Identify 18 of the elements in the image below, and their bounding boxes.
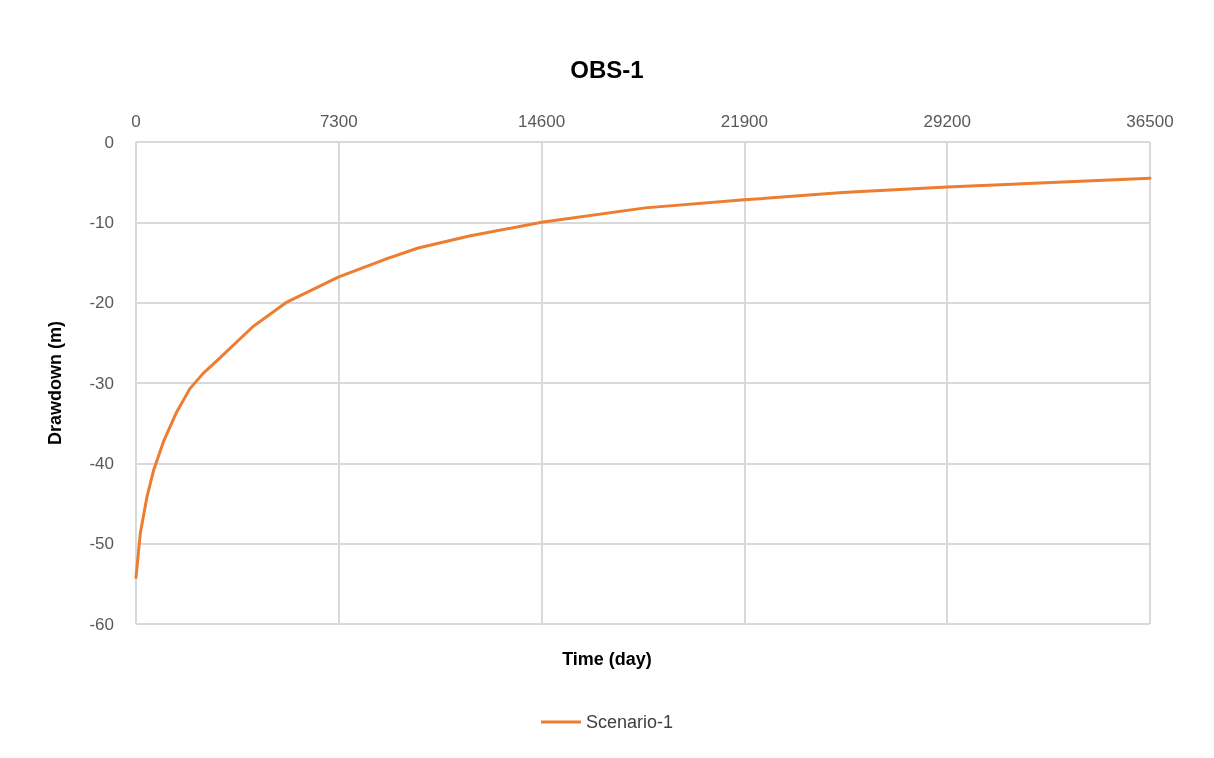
x-tick-label: 21900 xyxy=(720,112,769,131)
x-axis-title: Time (day) xyxy=(562,649,652,669)
y-tick-label: -40 xyxy=(89,453,114,473)
line-series xyxy=(134,176,1152,579)
y-tick-label: -50 xyxy=(89,534,114,554)
y-tick-label: -60 xyxy=(89,614,114,634)
x-tick-label: 36500 xyxy=(1126,112,1174,131)
y-tick-label: -20 xyxy=(89,293,114,313)
y-tick-label: 0 xyxy=(104,132,114,152)
legend-label: Scenario-1 xyxy=(585,712,674,732)
x-tick-label: 0 xyxy=(131,112,141,131)
y-axis-title: Drawdown (m) xyxy=(45,321,65,445)
y-tick-label: -30 xyxy=(89,373,114,393)
x-tick-label: 7300 xyxy=(319,112,358,131)
chart-title: OBS-1 xyxy=(570,55,644,83)
y-tick-label: -10 xyxy=(89,212,114,232)
x-tick-label: 14600 xyxy=(517,112,566,131)
x-tick-label: 29200 xyxy=(923,112,971,131)
